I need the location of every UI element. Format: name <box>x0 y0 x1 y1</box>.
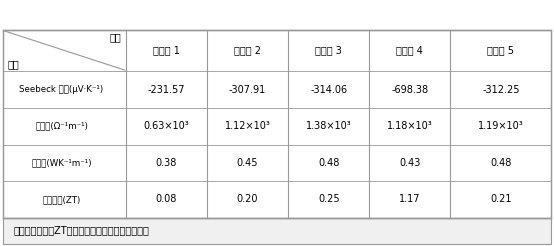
Text: 1.17: 1.17 <box>399 194 420 204</box>
Text: 0.08: 0.08 <box>156 194 177 204</box>
Text: 材料: 材料 <box>110 32 121 42</box>
Text: 0.45: 0.45 <box>237 158 258 168</box>
Text: 实施例 5: 实施例 5 <box>488 46 514 55</box>
Text: 项目: 项目 <box>7 59 19 69</box>
Text: 1.19×10³: 1.19×10³ <box>478 121 524 131</box>
Text: 0.63×10³: 0.63×10³ <box>143 121 189 131</box>
Text: 1.12×10³: 1.12×10³ <box>225 121 270 131</box>
Text: -307.91: -307.91 <box>229 85 266 95</box>
Text: Seebeck 系数(μV·K⁻¹): Seebeck 系数(μV·K⁻¹) <box>19 85 104 94</box>
Text: 热电优値(ZT): 热电优値(ZT) <box>43 195 81 204</box>
Text: -312.25: -312.25 <box>482 85 520 95</box>
Bar <box>3 30 551 218</box>
Text: 实施例 2: 实施例 2 <box>234 46 261 55</box>
Text: 0.48: 0.48 <box>318 158 340 168</box>
Text: 0.25: 0.25 <box>318 194 340 204</box>
Text: 0.21: 0.21 <box>490 194 511 204</box>
Text: 均指热电优値（ZT）达最大値时所对应温度下的値: 均指热电优値（ZT）达最大値时所对应温度下的値 <box>14 226 150 236</box>
Text: 实施例 4: 实施例 4 <box>397 46 423 55</box>
Text: 实施例 3: 实施例 3 <box>315 46 342 55</box>
Text: 1.38×10³: 1.38×10³ <box>306 121 352 131</box>
Text: 0.43: 0.43 <box>399 158 420 168</box>
Text: 实施例 1: 实施例 1 <box>153 46 180 55</box>
Text: 热导率(WK⁻¹m⁻¹): 热导率(WK⁻¹m⁻¹) <box>32 158 92 167</box>
Text: 1.18×10³: 1.18×10³ <box>387 121 433 131</box>
Text: 电导率(Ω⁻¹m⁻¹): 电导率(Ω⁻¹m⁻¹) <box>35 122 88 131</box>
Text: 0.38: 0.38 <box>156 158 177 168</box>
Bar <box>3 30 551 218</box>
Text: 0.48: 0.48 <box>490 158 511 168</box>
Text: -314.06: -314.06 <box>310 85 347 95</box>
Bar <box>3 218 551 244</box>
Text: -231.57: -231.57 <box>148 85 185 95</box>
Text: 0.20: 0.20 <box>237 194 258 204</box>
Text: -698.38: -698.38 <box>391 85 428 95</box>
